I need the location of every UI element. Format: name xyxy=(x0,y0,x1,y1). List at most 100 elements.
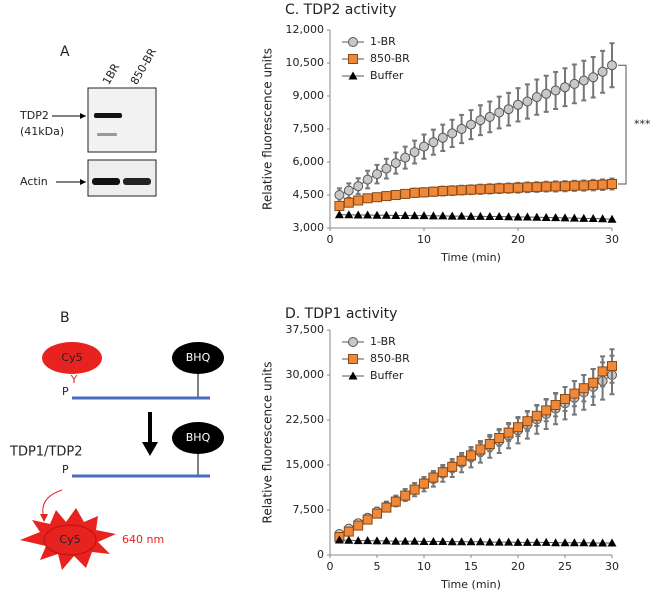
quencher xyxy=(172,342,224,374)
legend-label: 1-BR xyxy=(370,35,396,48)
marker xyxy=(494,537,504,546)
y-tick-label: 3,000 xyxy=(293,221,325,234)
marker xyxy=(334,210,344,219)
legend-marker xyxy=(348,337,358,347)
marker xyxy=(400,152,411,163)
marker xyxy=(457,211,467,220)
marker xyxy=(362,514,373,525)
x-tick-label: 0 xyxy=(327,233,334,246)
marker xyxy=(532,537,542,546)
marker xyxy=(475,115,486,126)
marker xyxy=(494,183,505,194)
marker xyxy=(372,192,382,203)
marker xyxy=(541,181,552,192)
marker xyxy=(513,537,523,546)
marker xyxy=(531,410,542,421)
x-tick-label: 30 xyxy=(605,560,619,573)
panel-letter: B xyxy=(60,310,70,326)
marker xyxy=(362,174,373,185)
marker xyxy=(447,128,458,139)
y-tick-label: 7,500 xyxy=(293,122,325,135)
marker xyxy=(513,99,523,110)
x-tick-label: 30 xyxy=(605,233,619,246)
marker xyxy=(466,537,476,546)
arrow-head xyxy=(142,442,158,456)
y-tick-label: 37,500 xyxy=(286,323,325,336)
marker xyxy=(597,366,608,377)
marker xyxy=(579,538,589,547)
marker xyxy=(569,180,580,191)
marker xyxy=(541,88,552,99)
legend-marker xyxy=(348,71,358,80)
x-tick-label: 10 xyxy=(417,233,431,246)
marker xyxy=(363,210,373,219)
marker xyxy=(541,212,551,221)
label: Cy5 xyxy=(59,533,80,546)
marker xyxy=(550,85,561,96)
marker xyxy=(522,416,533,427)
marker xyxy=(353,181,364,192)
arrow-head xyxy=(80,179,86,185)
marker xyxy=(409,484,420,495)
marker xyxy=(560,213,570,222)
marker xyxy=(400,536,410,545)
marker xyxy=(400,210,410,219)
marker xyxy=(447,537,457,546)
marker xyxy=(353,210,363,219)
marker xyxy=(466,450,476,461)
legend-label: Buffer xyxy=(370,369,404,382)
marker xyxy=(607,179,617,189)
marker xyxy=(390,190,401,200)
marker xyxy=(532,212,542,221)
band-label: Actin xyxy=(20,175,48,188)
band xyxy=(123,178,151,185)
marker xyxy=(588,214,598,223)
marker xyxy=(437,186,448,197)
marker xyxy=(607,214,617,223)
legend-marker xyxy=(348,37,358,47)
legend-label: Buffer xyxy=(370,69,404,82)
y-tick-label: 15,000 xyxy=(286,458,325,471)
marker xyxy=(391,536,401,545)
band xyxy=(94,113,122,118)
x-tick-label: 0 xyxy=(327,560,334,573)
marker xyxy=(381,210,391,219)
marker xyxy=(409,187,420,198)
label: P xyxy=(62,463,69,476)
marker xyxy=(447,211,457,220)
quencher xyxy=(172,422,224,454)
bracket xyxy=(618,64,627,185)
marker xyxy=(466,211,476,220)
marker xyxy=(607,361,617,371)
y-tick-label: 22,500 xyxy=(286,413,325,426)
marker xyxy=(390,158,401,169)
marker xyxy=(456,455,467,466)
marker xyxy=(578,75,589,86)
chart-title: D. TDP1 activity xyxy=(285,306,397,322)
band xyxy=(92,178,120,185)
marker xyxy=(597,66,608,77)
x-tick-label: 25 xyxy=(558,560,572,573)
marker xyxy=(560,538,570,547)
marker xyxy=(391,210,401,219)
legend-marker xyxy=(348,371,358,380)
marker xyxy=(531,182,542,193)
marker xyxy=(485,537,495,546)
marker xyxy=(475,211,485,220)
marker xyxy=(560,394,570,404)
legend-marker xyxy=(348,54,358,64)
marker xyxy=(569,388,580,399)
marker xyxy=(494,212,504,221)
marker xyxy=(578,383,589,394)
marker xyxy=(531,92,542,103)
band-label: (41kDa) xyxy=(20,125,64,138)
linker: Y xyxy=(70,373,78,386)
marker xyxy=(353,536,363,545)
marker xyxy=(428,137,439,148)
marker xyxy=(466,184,476,195)
marker xyxy=(588,72,599,83)
y-axis-label: Relative fluorescence units xyxy=(261,48,275,210)
marker xyxy=(344,535,354,544)
marker xyxy=(475,184,486,195)
